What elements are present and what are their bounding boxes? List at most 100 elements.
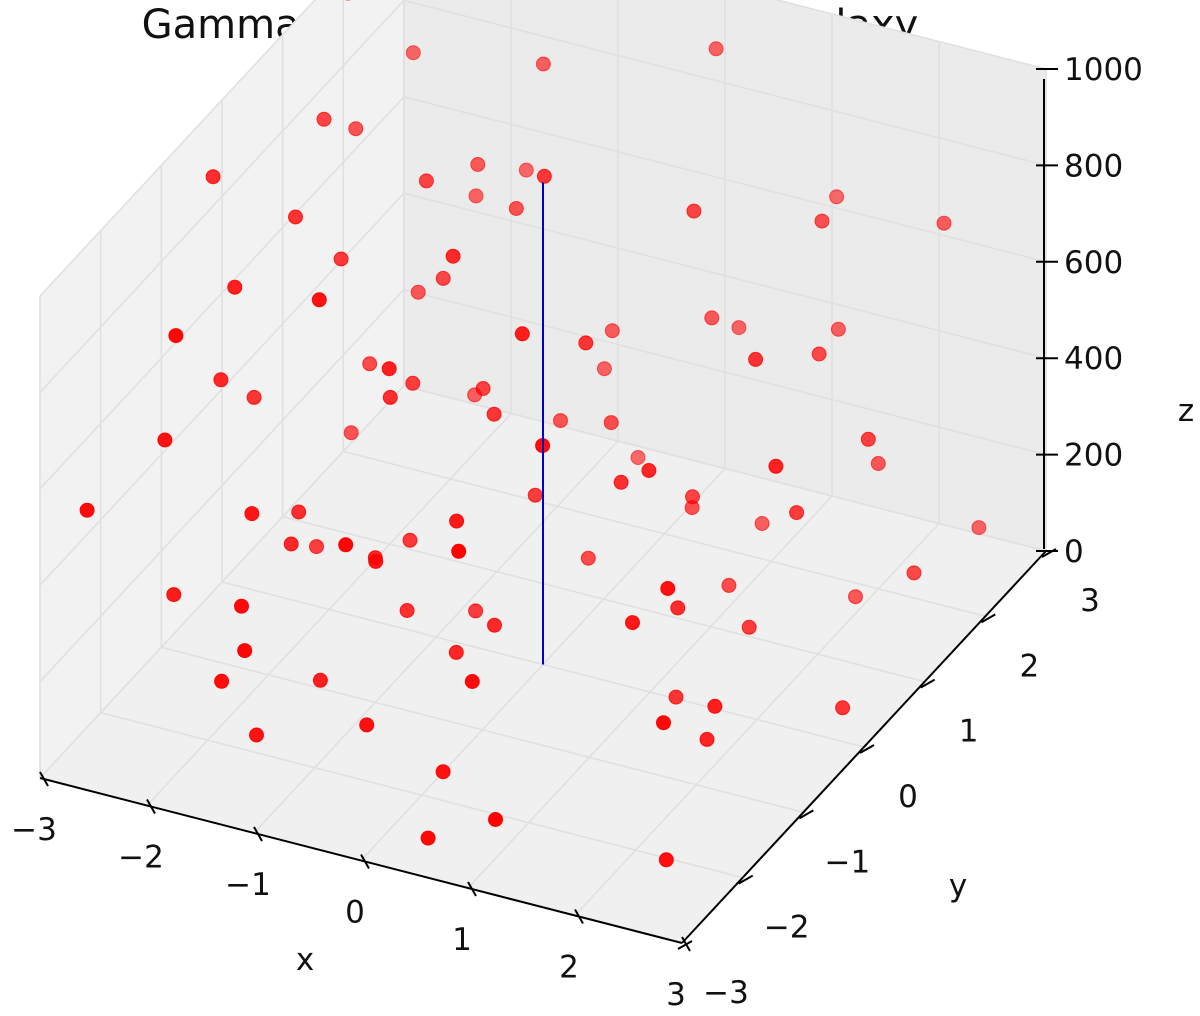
scatter-point bbox=[518, 162, 534, 178]
gridline-y-floor bbox=[282, 515, 925, 683]
scatter-point bbox=[625, 615, 640, 631]
scatter-point bbox=[309, 539, 324, 555]
scatter-point bbox=[656, 715, 671, 731]
y-tick-label: 1 bbox=[959, 714, 979, 750]
scatter-point bbox=[660, 581, 676, 596]
gridline-z-left bbox=[39, 0, 316, 297]
gridline-z-left bbox=[39, 289, 405, 683]
scatter-point bbox=[668, 689, 684, 705]
chart-marks bbox=[79, 0, 987, 868]
scatter-point bbox=[835, 700, 851, 716]
scatter-point bbox=[870, 456, 886, 471]
scatter-point bbox=[381, 361, 397, 377]
scatter-point bbox=[244, 506, 260, 522]
chart-labels: −3 −2 −1 0 1 2 3 −3 −2 −1 0 1 2 3 0 200 400 600 800 1000 x y z bbox=[11, 52, 1194, 1013]
scatter-point bbox=[311, 292, 327, 308]
scatter-point bbox=[508, 201, 524, 216]
scatter-point bbox=[464, 674, 480, 689]
gridline-y-floor bbox=[100, 711, 743, 879]
gridline-y-floor bbox=[343, 450, 986, 618]
scatter-point bbox=[418, 173, 434, 189]
scatter-point bbox=[288, 209, 303, 225]
gridline-z-back bbox=[774, 0, 1047, 70]
x-tick bbox=[360, 854, 370, 869]
scatter-point bbox=[451, 543, 467, 559]
x-tick-label: 0 bbox=[345, 895, 365, 931]
scatter-point bbox=[214, 673, 230, 689]
scatter-point bbox=[811, 346, 827, 362]
x-tick bbox=[39, 771, 49, 787]
scatter-point bbox=[604, 323, 620, 339]
scatter-point bbox=[830, 321, 846, 337]
scatter-point bbox=[936, 215, 952, 231]
y-tick-label: −1 bbox=[824, 844, 870, 880]
scatter-point bbox=[405, 375, 421, 391]
scatter-point bbox=[848, 589, 863, 605]
scatter-point bbox=[234, 598, 249, 614]
scatter-point bbox=[249, 727, 264, 743]
scatter-point bbox=[699, 731, 715, 747]
y-tick bbox=[738, 874, 754, 885]
gridline-z-left bbox=[39, 0, 405, 393]
scatter-point bbox=[613, 474, 629, 490]
x-tick bbox=[467, 881, 477, 897]
scatter-point bbox=[535, 56, 551, 72]
scatter-point bbox=[906, 565, 922, 581]
y-tick-label: −2 bbox=[764, 910, 810, 946]
scatter-point bbox=[708, 41, 724, 57]
gridline-z-back bbox=[403, 0, 1047, 167]
x-tick-label: 1 bbox=[452, 922, 472, 958]
scatter-point bbox=[829, 189, 845, 205]
chart-axes bbox=[39, 68, 1058, 952]
x-tick bbox=[253, 826, 263, 842]
scatter-point bbox=[338, 537, 354, 553]
scatter-point bbox=[166, 587, 182, 603]
z-tick-label: 400 bbox=[1064, 341, 1123, 377]
scatter-point bbox=[468, 188, 484, 204]
scatter-point bbox=[686, 203, 702, 219]
scatter-point bbox=[157, 432, 173, 448]
scatter-point bbox=[382, 389, 398, 405]
scatter-point bbox=[420, 830, 436, 846]
y-tick-label: 2 bbox=[1019, 648, 1039, 684]
scatter-point bbox=[596, 361, 612, 377]
scatter-point bbox=[468, 603, 484, 619]
x-tick-label: 2 bbox=[559, 950, 579, 986]
y-tick-label: 0 bbox=[898, 779, 918, 815]
scatter-point bbox=[283, 536, 299, 552]
scatter-point bbox=[527, 487, 543, 503]
scatter-point bbox=[704, 310, 720, 326]
scatter-point bbox=[316, 111, 332, 127]
x-axis-label: x bbox=[296, 942, 314, 978]
scatter-point bbox=[670, 600, 686, 616]
scatter-point bbox=[368, 553, 384, 569]
y-tick bbox=[859, 744, 875, 754]
scatter-point bbox=[435, 764, 451, 780]
y-tick bbox=[798, 809, 814, 820]
y-axis-line bbox=[681, 550, 1047, 944]
scatter-point bbox=[731, 320, 747, 336]
scatter-point bbox=[246, 389, 262, 405]
gridline-z-back bbox=[403, 192, 1047, 359]
scatter-point bbox=[333, 251, 349, 267]
scatter-point bbox=[410, 284, 426, 300]
scatter-point bbox=[402, 532, 418, 548]
z-tick-label: 800 bbox=[1064, 148, 1123, 184]
scatter-point bbox=[168, 328, 184, 344]
scatter-point bbox=[553, 413, 568, 429]
z-tick-label: 0 bbox=[1064, 534, 1084, 570]
scatter-point bbox=[237, 643, 253, 659]
scatter-point bbox=[514, 326, 530, 342]
scatter-point bbox=[435, 270, 451, 286]
scatter-point bbox=[475, 381, 491, 396]
z-tick-label: 600 bbox=[1064, 245, 1123, 281]
z-tick-label: 200 bbox=[1064, 438, 1123, 474]
scatter-point bbox=[343, 425, 359, 441]
scatter-point bbox=[860, 431, 876, 447]
scatter-point bbox=[754, 516, 770, 531]
scatter-point bbox=[789, 505, 805, 521]
gridline-z-back bbox=[403, 96, 1047, 263]
scatter-point bbox=[536, 168, 552, 184]
y-tick-label: 3 bbox=[1080, 583, 1100, 619]
scatter-point bbox=[399, 603, 415, 618]
